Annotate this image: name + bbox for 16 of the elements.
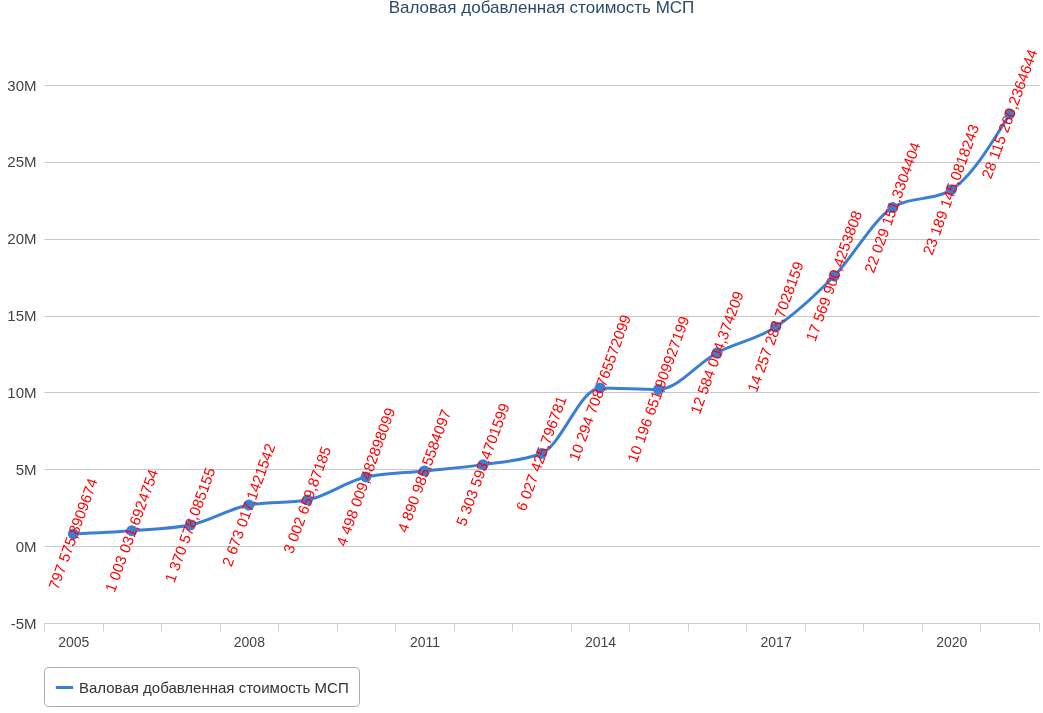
- x-tick-label: 2017: [760, 633, 792, 650]
- x-tick-label: 2005: [58, 633, 90, 650]
- y-tick-label: 25M: [7, 153, 37, 171]
- chart-title: Валовая добавленная стоимость МСП: [388, 0, 695, 18]
- x-tick-label: 2008: [233, 633, 266, 650]
- legend-label: Валовая добавленная стоимость МСП: [79, 678, 349, 696]
- y-tick-label: 30M: [7, 76, 37, 94]
- y-tick-label: 15M: [7, 307, 37, 325]
- y-tick-label: 10M: [7, 383, 37, 401]
- y-tick-label: 20M: [7, 230, 37, 248]
- x-tick-label: 2020: [936, 633, 968, 650]
- x-tick-label: 2014: [584, 633, 617, 650]
- y-tick-label: 0M: [15, 537, 37, 555]
- y-tick-label: -5M: [10, 614, 37, 632]
- y-tick-label: 5M: [15, 460, 37, 478]
- x-tick-label: 2011: [409, 633, 441, 650]
